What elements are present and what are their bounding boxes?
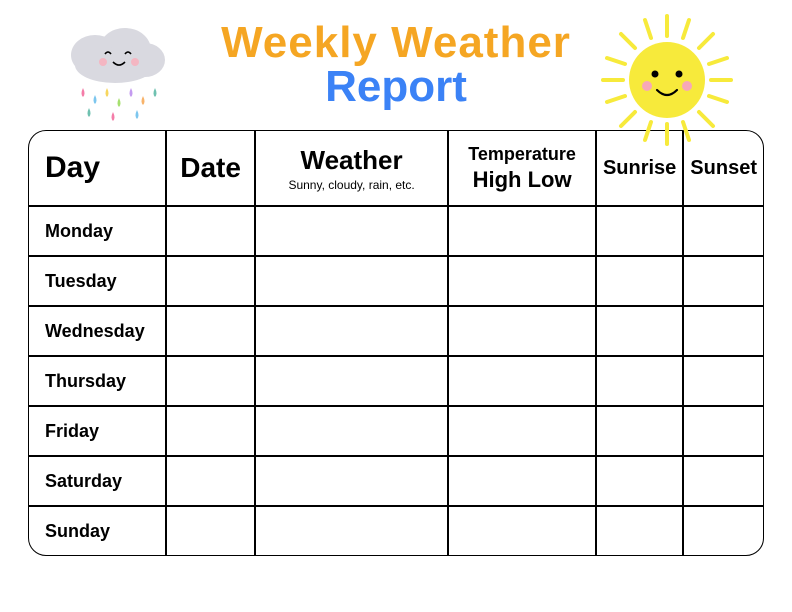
sun-icon [597, 10, 737, 155]
cell-sunrise [596, 256, 683, 306]
cell-weather [255, 456, 448, 506]
cell-day: Tuesday [28, 256, 166, 306]
cell-day: Monday [28, 206, 166, 256]
header-day: Day [28, 130, 166, 206]
table-row: Tuesday [28, 256, 764, 306]
cell-day: Friday [28, 406, 166, 456]
cell-day: Saturday [28, 456, 166, 506]
cell-date [166, 306, 255, 356]
cell-weather [255, 256, 448, 306]
cell-temperature [448, 456, 596, 506]
weather-table: Day Date Weather Sunny, cloudy, rain, et… [28, 130, 764, 556]
cell-sunrise [596, 206, 683, 256]
cell-day: Sunday [28, 506, 166, 556]
cell-date [166, 506, 255, 556]
cell-date [166, 356, 255, 406]
cell-sunrise [596, 506, 683, 556]
cell-temperature [448, 256, 596, 306]
cell-sunrise [596, 456, 683, 506]
cell-sunset [683, 356, 764, 406]
cell-sunset [683, 406, 764, 456]
table-row: Friday [28, 406, 764, 456]
cell-temperature [448, 306, 596, 356]
table-row: Monday [28, 206, 764, 256]
weather-table-wrap: Day Date Weather Sunny, cloudy, rain, et… [0, 130, 792, 556]
header-weather-label: Weather [262, 145, 441, 176]
cell-temperature [448, 356, 596, 406]
rain-cloud-icon [55, 20, 175, 135]
table-row: Saturday [28, 456, 764, 506]
header-temp-label: Temperature [455, 144, 589, 165]
cell-temperature [448, 506, 596, 556]
cell-sunset [683, 256, 764, 306]
cell-day: Thursday [28, 356, 166, 406]
header-date: Date [166, 130, 255, 206]
cell-sunset [683, 306, 764, 356]
cell-sunrise [596, 356, 683, 406]
cell-date [166, 206, 255, 256]
cell-weather [255, 206, 448, 256]
table-row: Thursday [28, 356, 764, 406]
cell-temperature [448, 206, 596, 256]
cell-weather [255, 356, 448, 406]
cell-date [166, 256, 255, 306]
header-temperature: Temperature High Low [448, 130, 596, 206]
cell-sunrise [596, 306, 683, 356]
table-row: Sunday [28, 506, 764, 556]
cell-temperature [448, 406, 596, 456]
cell-weather [255, 406, 448, 456]
title-area: Weekly Weather Report [0, 0, 792, 130]
cell-day: Wednesday [28, 306, 166, 356]
cell-sunrise [596, 406, 683, 456]
cell-sunset [683, 456, 764, 506]
header-weather: Weather Sunny, cloudy, rain, etc. [255, 130, 448, 206]
cell-sunset [683, 206, 764, 256]
cell-date [166, 406, 255, 456]
header-temp-sublabel: High Low [455, 167, 589, 193]
cell-weather [255, 306, 448, 356]
cell-weather [255, 506, 448, 556]
cell-date [166, 456, 255, 506]
cell-sunset [683, 506, 764, 556]
table-body: Monday Tuesday Wednesday [28, 206, 764, 556]
header-weather-sublabel: Sunny, cloudy, rain, etc. [262, 178, 441, 192]
table-row: Wednesday [28, 306, 764, 356]
